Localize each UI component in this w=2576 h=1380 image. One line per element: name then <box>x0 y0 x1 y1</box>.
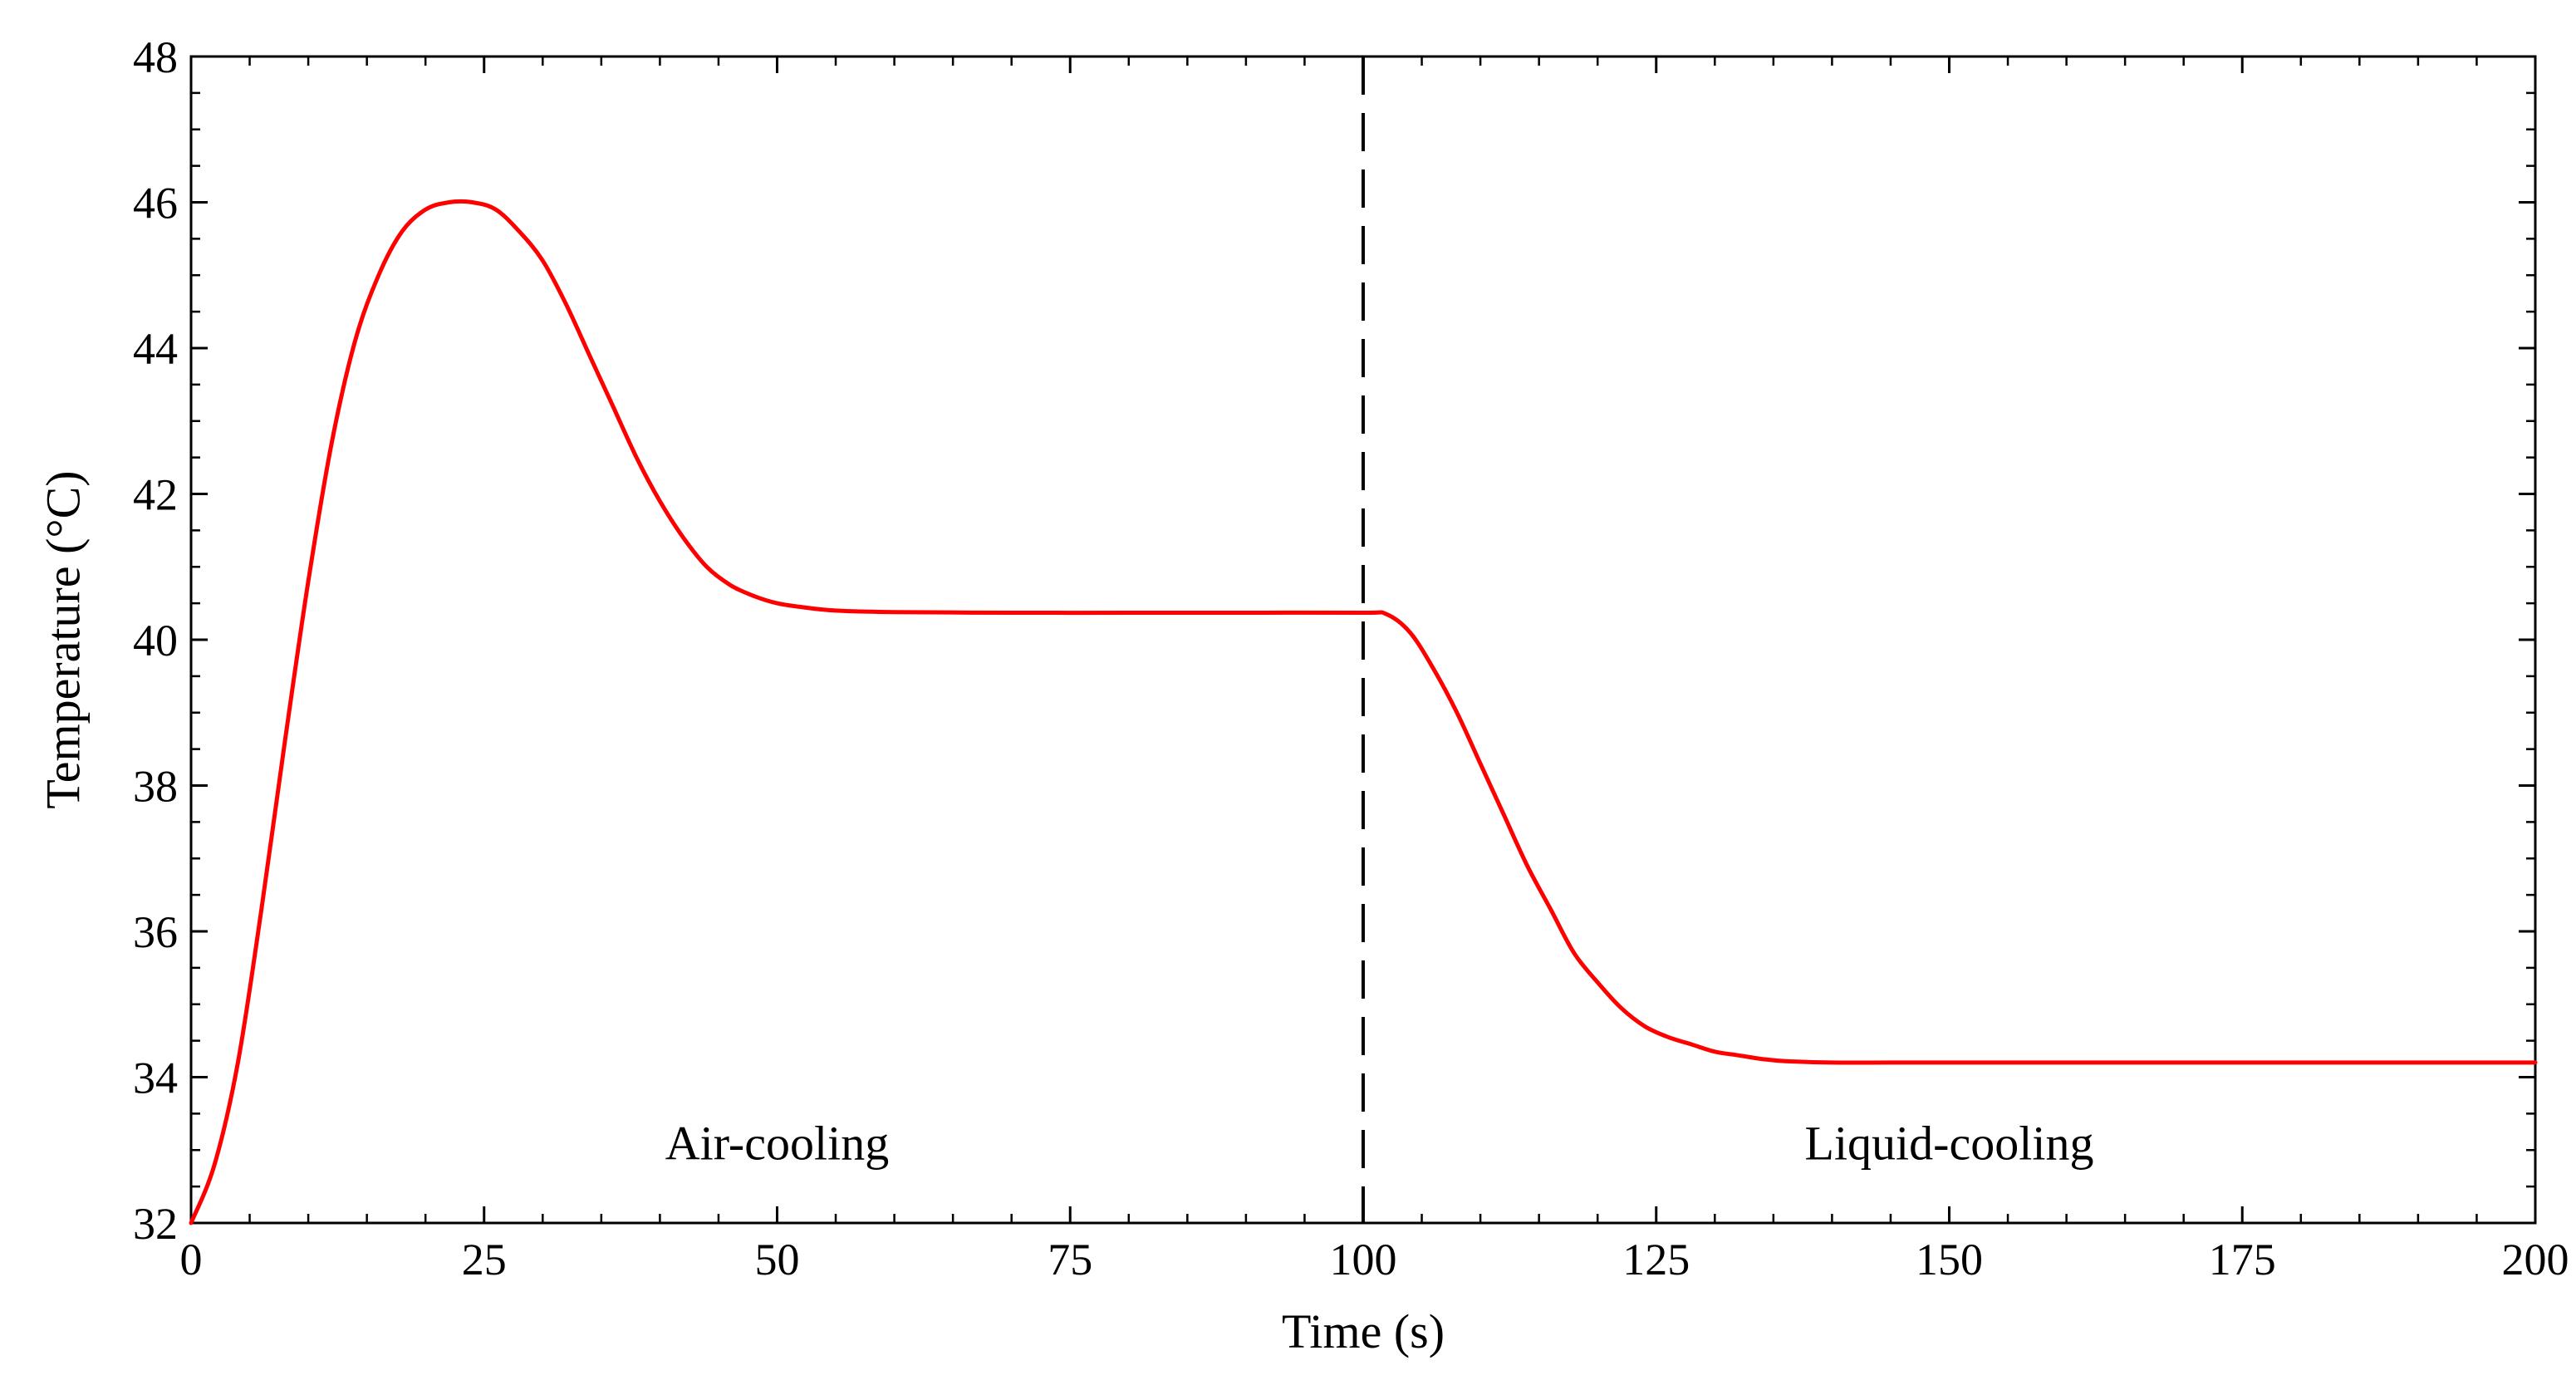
x-tick-label: 200 <box>2502 1235 2569 1284</box>
x-tick-label: 150 <box>1916 1235 1983 1284</box>
x-tick-label: 50 <box>755 1235 800 1284</box>
y-axis-title: Temperature (°C) <box>36 470 90 808</box>
x-tick-label: 0 <box>180 1235 203 1284</box>
y-tick-label: 44 <box>133 324 178 374</box>
y-tick-label: 36 <box>133 907 178 957</box>
y-tick-label: 38 <box>133 762 178 812</box>
y-tick-label: 42 <box>133 470 178 520</box>
minor-ticks <box>191 56 2535 1223</box>
y-tick-label: 48 <box>133 32 178 82</box>
x-axis-title: Time (s) <box>1282 1304 1445 1358</box>
annotation-air-cooling: Air-cooling <box>665 1116 889 1170</box>
x-tick-label: 175 <box>2209 1235 2276 1284</box>
x-tick-label: 25 <box>462 1235 507 1284</box>
y-tick-label: 32 <box>133 1199 178 1249</box>
x-tick-label: 75 <box>1048 1235 1092 1284</box>
x-tick-label: 100 <box>1330 1235 1397 1284</box>
x-tick-labels: 0 25 50 75 100 125 150 175 200 <box>180 1235 2569 1284</box>
annotation-liquid-cooling: Liquid-cooling <box>1805 1116 2094 1170</box>
y-tick-label: 40 <box>133 616 178 665</box>
phase-annotations: Air-cooling Liquid-cooling <box>665 1116 2094 1170</box>
x-tick-label: 125 <box>1622 1235 1690 1284</box>
y-tick-label: 34 <box>133 1053 178 1103</box>
temperature-series-line <box>189 199 2538 1225</box>
y-tick-labels: 32 34 36 38 40 42 44 46 48 <box>133 32 178 1249</box>
y-tick-label: 46 <box>133 179 178 228</box>
